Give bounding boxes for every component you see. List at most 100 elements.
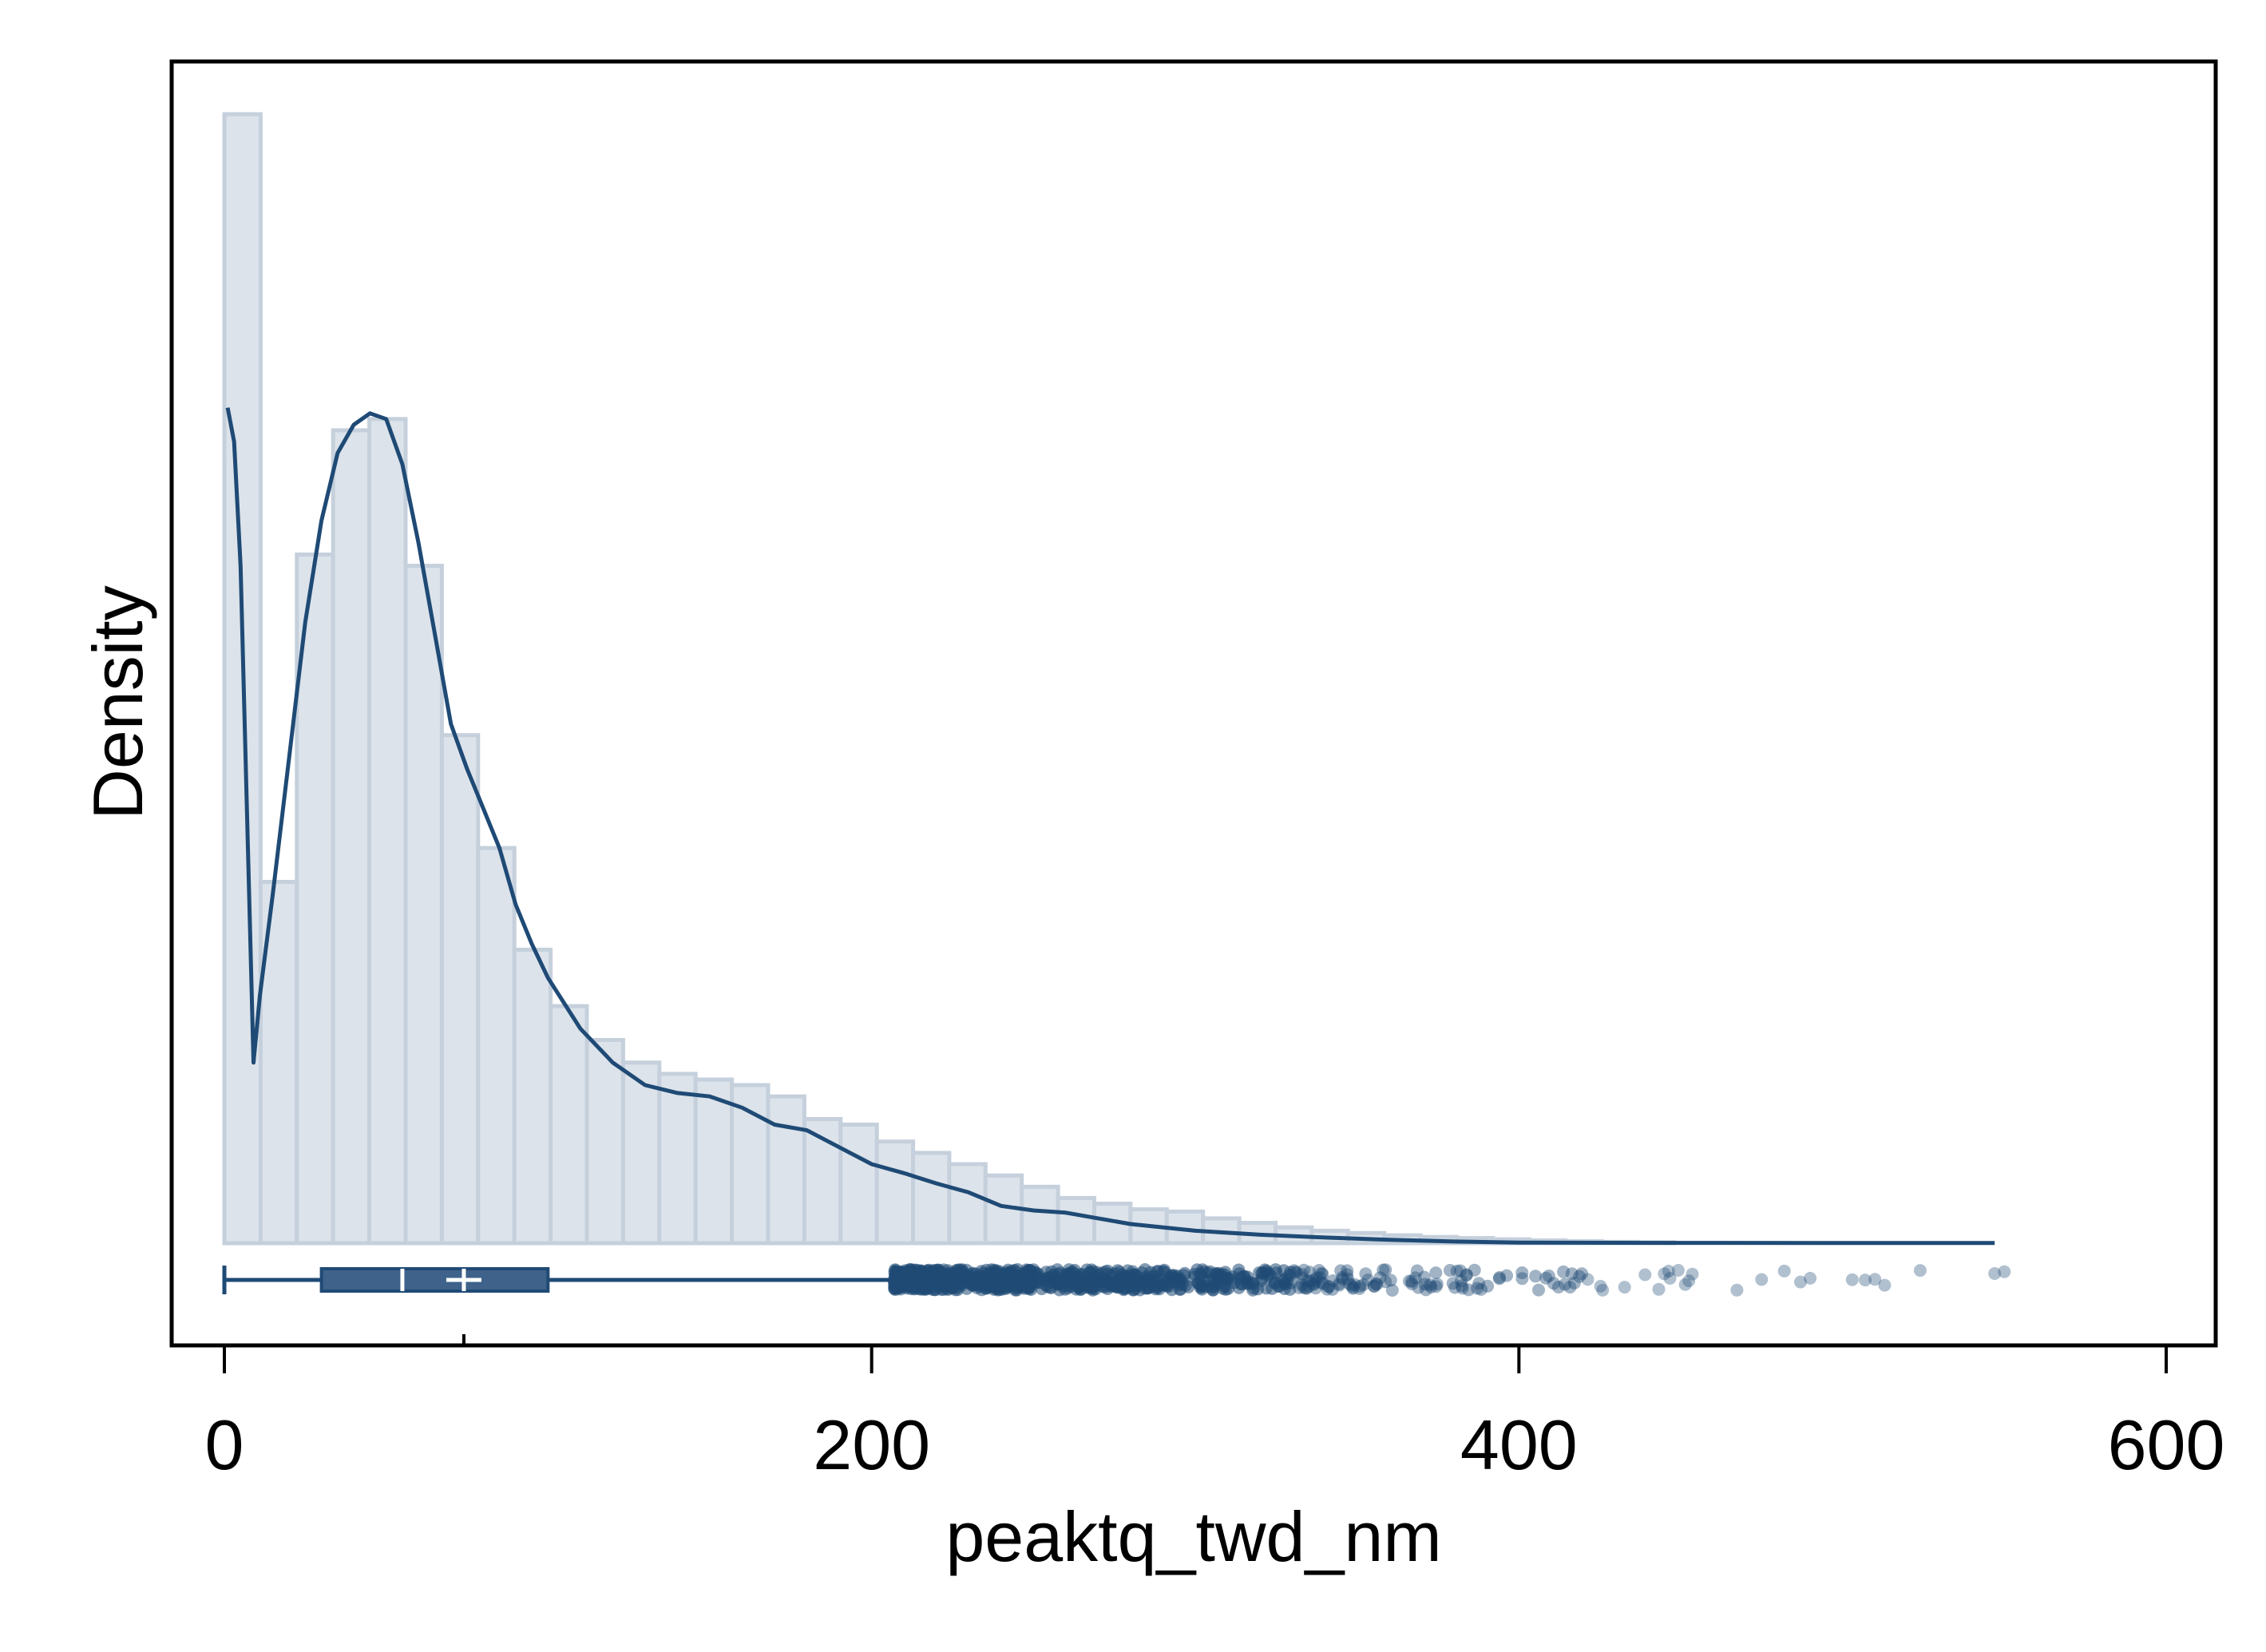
outlier-point xyxy=(1316,1267,1329,1281)
outlier-point xyxy=(945,1274,959,1287)
outlier-point xyxy=(1559,1278,1571,1291)
outlier-point xyxy=(1302,1280,1315,1293)
outlier-point xyxy=(1379,1275,1392,1289)
outlier-point xyxy=(1346,1281,1360,1294)
y-axis-title: Density xyxy=(78,585,157,819)
outlier-point xyxy=(1303,1274,1316,1288)
outlier-point xyxy=(1353,1279,1367,1293)
outlier-point xyxy=(1594,1279,1607,1293)
histogram-bar xyxy=(1020,1184,1060,1246)
outlier-point xyxy=(1306,1274,1320,1286)
outlier-point xyxy=(1454,1264,1467,1278)
outlier-point xyxy=(1295,1268,1309,1282)
outlier-point xyxy=(1341,1268,1354,1282)
histogram-bar xyxy=(331,428,372,1246)
outlier-point xyxy=(1345,1279,1358,1292)
outlier-point xyxy=(1859,1274,1872,1287)
outlier-point xyxy=(1408,1271,1422,1285)
outlier-point xyxy=(1794,1275,1807,1289)
outlier-point xyxy=(1471,1282,1484,1295)
histogram-bar xyxy=(584,1038,625,1246)
histogram-bar xyxy=(258,880,299,1246)
outlier-point xyxy=(1348,1278,1361,1291)
outlier-point xyxy=(1988,1267,2002,1280)
outlier-point xyxy=(1061,1282,1075,1295)
histogram-bar xyxy=(766,1094,806,1246)
outlier-point xyxy=(1567,1276,1581,1290)
outlier-point xyxy=(1455,1279,1468,1293)
outlier-point xyxy=(1326,1274,1340,1287)
outlier-point xyxy=(1563,1281,1577,1293)
plot-frame xyxy=(169,59,2218,1348)
outlier-point xyxy=(1500,1269,1513,1282)
outlier-point xyxy=(1385,1284,1399,1297)
outlier-point xyxy=(1998,1265,2011,1278)
outlier-point xyxy=(923,1272,937,1286)
outlier-point xyxy=(1845,1273,1859,1286)
outlier-point xyxy=(1377,1263,1390,1277)
outlier-point xyxy=(1755,1273,1769,1286)
histogram-bar xyxy=(403,564,444,1246)
outlier-point xyxy=(1317,1277,1330,1290)
outlier-point xyxy=(1405,1274,1419,1288)
outlier-point xyxy=(1429,1280,1443,1293)
outlier-point xyxy=(1468,1263,1481,1277)
outlier-point xyxy=(1671,1264,1685,1277)
outlier-point xyxy=(1290,1266,1303,1279)
outlier-point xyxy=(1295,1271,1309,1285)
histogram-bar xyxy=(1056,1195,1096,1246)
outlier-point xyxy=(1089,1282,1103,1296)
outlier-point xyxy=(1072,1270,1086,1283)
outlier-point xyxy=(1618,1281,1631,1294)
outlier-point xyxy=(1300,1282,1313,1295)
histogram-bar xyxy=(874,1139,916,1246)
x-tick-label: 200 xyxy=(813,1405,930,1484)
histogram-bar xyxy=(730,1083,771,1246)
outlier-point xyxy=(1172,1272,1186,1286)
outlier-points-layer xyxy=(888,1263,2011,1297)
histogram-bar xyxy=(693,1077,735,1246)
outlier-point xyxy=(1448,1281,1462,1294)
outlier-point xyxy=(1133,1283,1147,1297)
outlier-point xyxy=(1309,1275,1322,1289)
outlier-point xyxy=(908,1282,921,1296)
outlier-point xyxy=(1493,1270,1507,1284)
outlier-point xyxy=(966,1276,980,1290)
density-curve xyxy=(225,407,1995,1246)
outlier-point xyxy=(1462,1283,1476,1297)
outlier-point xyxy=(1333,1278,1346,1292)
outlier-point xyxy=(1303,1266,1317,1279)
outlier-point xyxy=(1410,1264,1424,1278)
outlier-point xyxy=(1322,1280,1336,1293)
outlier-point xyxy=(1547,1277,1560,1290)
outlier-point xyxy=(955,1277,969,1290)
outlier-point xyxy=(1424,1278,1437,1292)
outlier-point xyxy=(1297,1281,1310,1294)
outlier-point xyxy=(1299,1282,1313,1295)
outlier-point xyxy=(1417,1270,1431,1284)
outlier-point xyxy=(1353,1282,1366,1295)
outlier-point xyxy=(1260,1264,1274,1278)
x-tick-label: 400 xyxy=(1460,1405,1578,1484)
outlier-point xyxy=(1334,1264,1348,1278)
outlier-point xyxy=(1403,1274,1416,1288)
outlier-point xyxy=(1235,1278,1248,1291)
outlier-point xyxy=(1412,1281,1425,1294)
outlier-point xyxy=(1341,1264,1354,1278)
outlier-point xyxy=(1216,1282,1230,1295)
outlier-point xyxy=(1120,1276,1134,1290)
outlier-point xyxy=(1307,1277,1321,1290)
outlier-point xyxy=(1455,1274,1468,1288)
outlier-point xyxy=(1196,1279,1210,1292)
outlier-point xyxy=(1450,1264,1464,1278)
outlier-point xyxy=(1297,1263,1311,1277)
outlier-point xyxy=(1532,1283,1545,1297)
outlier-point xyxy=(1315,1266,1329,1280)
outlier-point xyxy=(1777,1264,1791,1278)
outlier-point xyxy=(1313,1264,1326,1277)
outlier-point xyxy=(1638,1268,1652,1282)
x-tick-label: 0 xyxy=(205,1405,244,1484)
outlier-point xyxy=(1044,1265,1058,1278)
outlier-point xyxy=(1336,1272,1349,1286)
outlier-point xyxy=(966,1266,980,1280)
